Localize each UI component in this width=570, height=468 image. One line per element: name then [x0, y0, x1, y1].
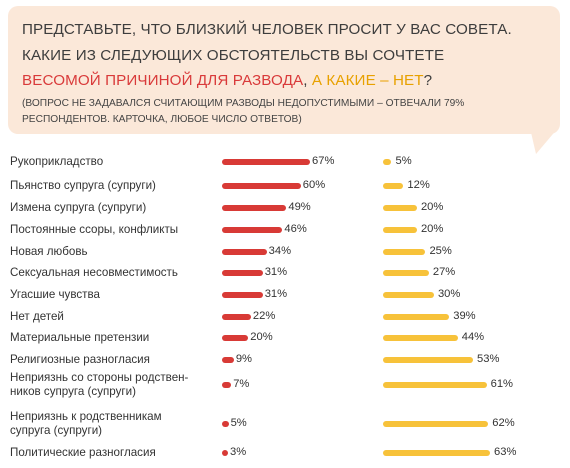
category-label-line: Пьянство супруга (супруги): [10, 179, 156, 192]
category-label: Рукоприкладство: [10, 155, 103, 169]
not-weighty-bar: [383, 292, 434, 298]
not-weighty-bar: [383, 335, 458, 341]
category-label-line: ников супруга (супруги): [10, 385, 136, 398]
not-weighty-value-label: 44%: [461, 331, 485, 343]
category-label-line: Постоянные ссоры, конфликты: [10, 223, 179, 236]
question-line-2: КАКИЕ ИЗ СЛЕДУЮЩИХ ОБСТОЯТЕЛЬСТВ ВЫ СОЧТ…: [22, 47, 445, 64]
weighty-value-label: 20%: [250, 331, 273, 343]
weighty-value-label: 5%: [230, 417, 247, 429]
weighty-bar: [222, 357, 234, 363]
not-weighty-bar: [383, 205, 417, 211]
category-label: Религиозные разногласия: [10, 353, 150, 367]
weighty-value-label: 31%: [264, 288, 288, 300]
category-label-line: Нет детей: [10, 310, 64, 323]
not-weighty-value-label: 61%: [490, 378, 513, 390]
weighty-bar: [222, 270, 263, 276]
weighty-bar: [222, 183, 301, 189]
question-note-line-2: РЕСПОНДЕНТОВ. КАРТОЧКА, ЛЮБОЕ ЧИСЛО ОТВЕ…: [22, 114, 302, 125]
weighty-bar: [222, 205, 287, 211]
not-weighty-bar: [383, 159, 392, 165]
question-weighty-reason: ВЕСОМОЙ ПРИЧИНОЙ ДЛЯ РАЗВОДА: [22, 72, 304, 89]
category-label: Угасшие чувства: [10, 288, 100, 302]
weighty-value-label: 46%: [284, 223, 307, 235]
question-line-1: ПРЕДСТАВЬТЕ, ЧТО БЛИЗКИЙ ЧЕЛОВЕК ПРОСИТ …: [22, 21, 512, 38]
weighty-bar: [222, 450, 228, 456]
not-weighty-value-label: 5%: [395, 155, 412, 167]
category-label-line: Политические разногласия: [10, 446, 156, 459]
not-weighty-value-label: 25%: [429, 245, 452, 257]
question-not-weighty: А КАКИЕ – НЕТ: [311, 72, 424, 89]
weighty-value-label: 3%: [230, 446, 247, 458]
category-label: Неприязнь со стороны родствен-ников супр…: [10, 371, 188, 399]
not-weighty-bar: [383, 450, 490, 456]
category-label-line: Рукоприкладство: [10, 155, 104, 168]
weighty-bar: [222, 382, 232, 388]
category-label-line: Неприязнь к родственникам: [10, 410, 162, 423]
category-label-line: Материальные претензии: [10, 331, 150, 344]
not-weighty-bar: [383, 421, 489, 427]
weighty-value-label: 49%: [288, 201, 311, 213]
category-label: Материальные претензии: [10, 331, 149, 345]
question-bubble-tail: [530, 128, 558, 154]
weighty-bar: [222, 159, 310, 165]
question-bubble: [8, 6, 560, 134]
not-weighty-bar: [383, 249, 426, 255]
category-label: Сексуальная несовместимость: [10, 266, 178, 280]
not-weighty-value-label: 20%: [420, 201, 444, 213]
category-label-line: Измена супруга (супруги): [10, 201, 147, 214]
category-label: Новая любовь: [10, 245, 88, 259]
question-separator: ,: [303, 72, 312, 89]
question-note-line-1: (ВОПРОС НЕ ЗАДАВАЛСЯ СЧИТАЮЩИМ РАЗВОДЫ Н…: [22, 98, 465, 109]
category-label-line: Религиозные разногласия: [10, 353, 150, 366]
category-label-line: Новая любовь: [10, 245, 88, 258]
question-mark: ?: [423, 72, 433, 89]
weighty-bar: [222, 227, 283, 233]
weighty-value-label: 60%: [302, 179, 326, 191]
category-label-line: Сексуальная несовместимость: [10, 266, 178, 279]
weighty-bar: [222, 335, 249, 341]
not-weighty-value-label: 39%: [453, 310, 476, 322]
not-weighty-bar: [383, 357, 474, 363]
weighty-value-label: 67%: [312, 155, 335, 167]
question-line-3: ВЕСОМОЙ ПРИЧИНОЙ ДЛЯ РАЗВОДА, А КАКИЕ – …: [22, 72, 432, 89]
question-note: (ВОПРОС НЕ ЗАДАВАЛСЯ СЧИТАЮЩИМ РАЗВОДЫ Н…: [22, 96, 464, 128]
not-weighty-value-label: 53%: [477, 353, 500, 365]
weighty-bar: [222, 314, 251, 320]
not-weighty-value-label: 27%: [432, 266, 456, 278]
weighty-bar: [222, 292, 263, 298]
not-weighty-bar: [383, 382, 487, 388]
not-weighty-bar: [383, 227, 417, 233]
not-weighty-value-label: 20%: [420, 223, 444, 235]
weighty-bar: [222, 249, 267, 255]
category-label: Постоянные ссоры, конфликты: [10, 223, 178, 237]
weighty-value-label: 22%: [252, 310, 276, 322]
category-label-line: Угасшие чувства: [10, 288, 100, 301]
category-label: Нет детей: [10, 310, 64, 324]
category-label: Измена супруга (супруги): [10, 201, 146, 215]
not-weighty-value-label: 63%: [494, 446, 517, 458]
category-label: Политические разногласия: [10, 446, 156, 460]
category-label: Пьянство супруга (супруги): [10, 179, 156, 193]
not-weighty-value-label: 62%: [492, 417, 515, 429]
category-label-line: Неприязнь со стороны родствен-: [10, 371, 189, 384]
weighty-value-label: 31%: [264, 266, 288, 278]
not-weighty-value-label: 30%: [437, 288, 461, 300]
weighty-bar: [222, 421, 229, 427]
category-label-line: супруга (супруги): [10, 424, 103, 437]
weighty-value-label: 9%: [235, 353, 252, 365]
not-weighty-bar: [383, 314, 450, 320]
weighty-value-label: 34%: [268, 245, 292, 257]
not-weighty-value-label: 12%: [407, 179, 430, 191]
not-weighty-bar: [383, 183, 404, 189]
not-weighty-bar: [383, 270, 429, 276]
category-label: Неприязнь к родственникам супруга (супруг…: [10, 410, 162, 438]
weighty-value-label: 7%: [233, 378, 250, 390]
